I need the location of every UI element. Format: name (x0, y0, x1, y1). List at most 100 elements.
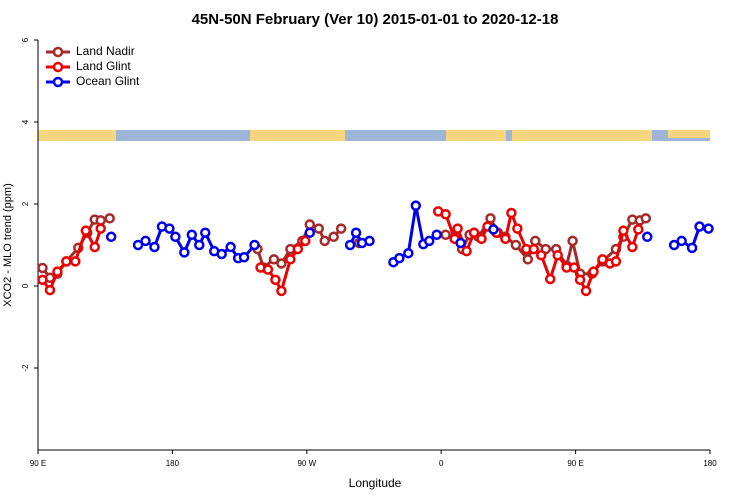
point (468, 227, 480, 238)
point (410, 200, 422, 211)
legend-label: Land Glint (76, 59, 131, 73)
point (268, 254, 280, 265)
point (285, 254, 296, 265)
point (510, 239, 522, 251)
legend-label: Ocean Glint (76, 74, 140, 88)
point (476, 233, 487, 245)
legend-label: Land Nadir (76, 44, 135, 58)
point (568, 262, 580, 273)
point (149, 241, 160, 253)
point (132, 239, 144, 251)
point (440, 209, 451, 220)
point (194, 239, 205, 251)
point (335, 223, 347, 234)
y-tick-label: -2 (21, 364, 30, 372)
x-tick-label: 180 (166, 459, 180, 468)
point (70, 256, 81, 267)
point (104, 213, 115, 224)
point (536, 250, 547, 261)
point (642, 231, 653, 243)
point (276, 258, 287, 269)
point (89, 241, 100, 253)
y-tick-label: 0 (21, 283, 30, 288)
point (313, 223, 324, 234)
y-tick-label: 4 (21, 119, 30, 124)
point (216, 248, 227, 260)
point (500, 233, 511, 245)
point (200, 227, 211, 238)
y-tick-label: 2 (21, 201, 30, 206)
point (319, 235, 330, 247)
point (506, 207, 517, 219)
point (530, 235, 541, 247)
point (485, 213, 496, 224)
point (627, 241, 638, 253)
point (179, 247, 190, 258)
x-tick-label: 90 E (567, 459, 583, 468)
point (440, 229, 451, 240)
point (512, 223, 523, 234)
point (350, 227, 362, 238)
point (164, 223, 175, 234)
point (522, 254, 534, 265)
point (544, 273, 556, 285)
x-tick-label: 90 E (30, 459, 46, 468)
point (276, 285, 287, 297)
point (304, 219, 316, 230)
point (186, 229, 198, 240)
point (225, 241, 236, 253)
point (424, 235, 435, 247)
x-tick-label: 0 (439, 459, 444, 468)
y-axis-label: XCO2 - MLO trend (ppm) (2, 183, 14, 306)
point (37, 262, 48, 274)
point (580, 285, 592, 297)
point (455, 237, 466, 249)
point (238, 252, 250, 263)
map-band (38, 130, 710, 141)
point (431, 229, 442, 240)
point (170, 231, 181, 243)
point (452, 223, 463, 234)
point (140, 235, 151, 247)
x-tick-label: 180 (703, 459, 717, 468)
point (488, 224, 499, 235)
point (461, 245, 472, 257)
point (270, 274, 281, 286)
point (640, 213, 652, 224)
point (80, 225, 92, 236)
point (403, 247, 414, 259)
point (61, 256, 72, 267)
point (95, 215, 106, 226)
point (95, 223, 106, 234)
point (44, 284, 56, 296)
legend-marker (52, 46, 64, 58)
x-axis-label: Longitude (349, 476, 402, 490)
y-tick-label: 6 (21, 37, 30, 42)
point (588, 266, 599, 277)
point (618, 225, 629, 236)
point (37, 274, 48, 286)
point (676, 235, 687, 247)
legend-marker (52, 76, 64, 88)
point (262, 264, 274, 275)
point (610, 256, 622, 267)
point (304, 227, 316, 238)
point (249, 239, 260, 251)
point (344, 239, 356, 251)
point (328, 231, 339, 243)
x-tick-label: 90 W (297, 459, 316, 468)
point (574, 274, 586, 286)
point (364, 235, 375, 247)
point (528, 243, 540, 255)
point (567, 235, 578, 247)
point (292, 243, 304, 255)
chart-title: 45N-50N February (Ver 10) 2015-01-01 to … (192, 11, 559, 28)
legend-marker (52, 61, 64, 73)
series-line (137, 205, 709, 264)
point (668, 239, 680, 251)
point (633, 224, 644, 235)
point (300, 235, 311, 247)
point (686, 242, 698, 254)
point (394, 252, 405, 264)
